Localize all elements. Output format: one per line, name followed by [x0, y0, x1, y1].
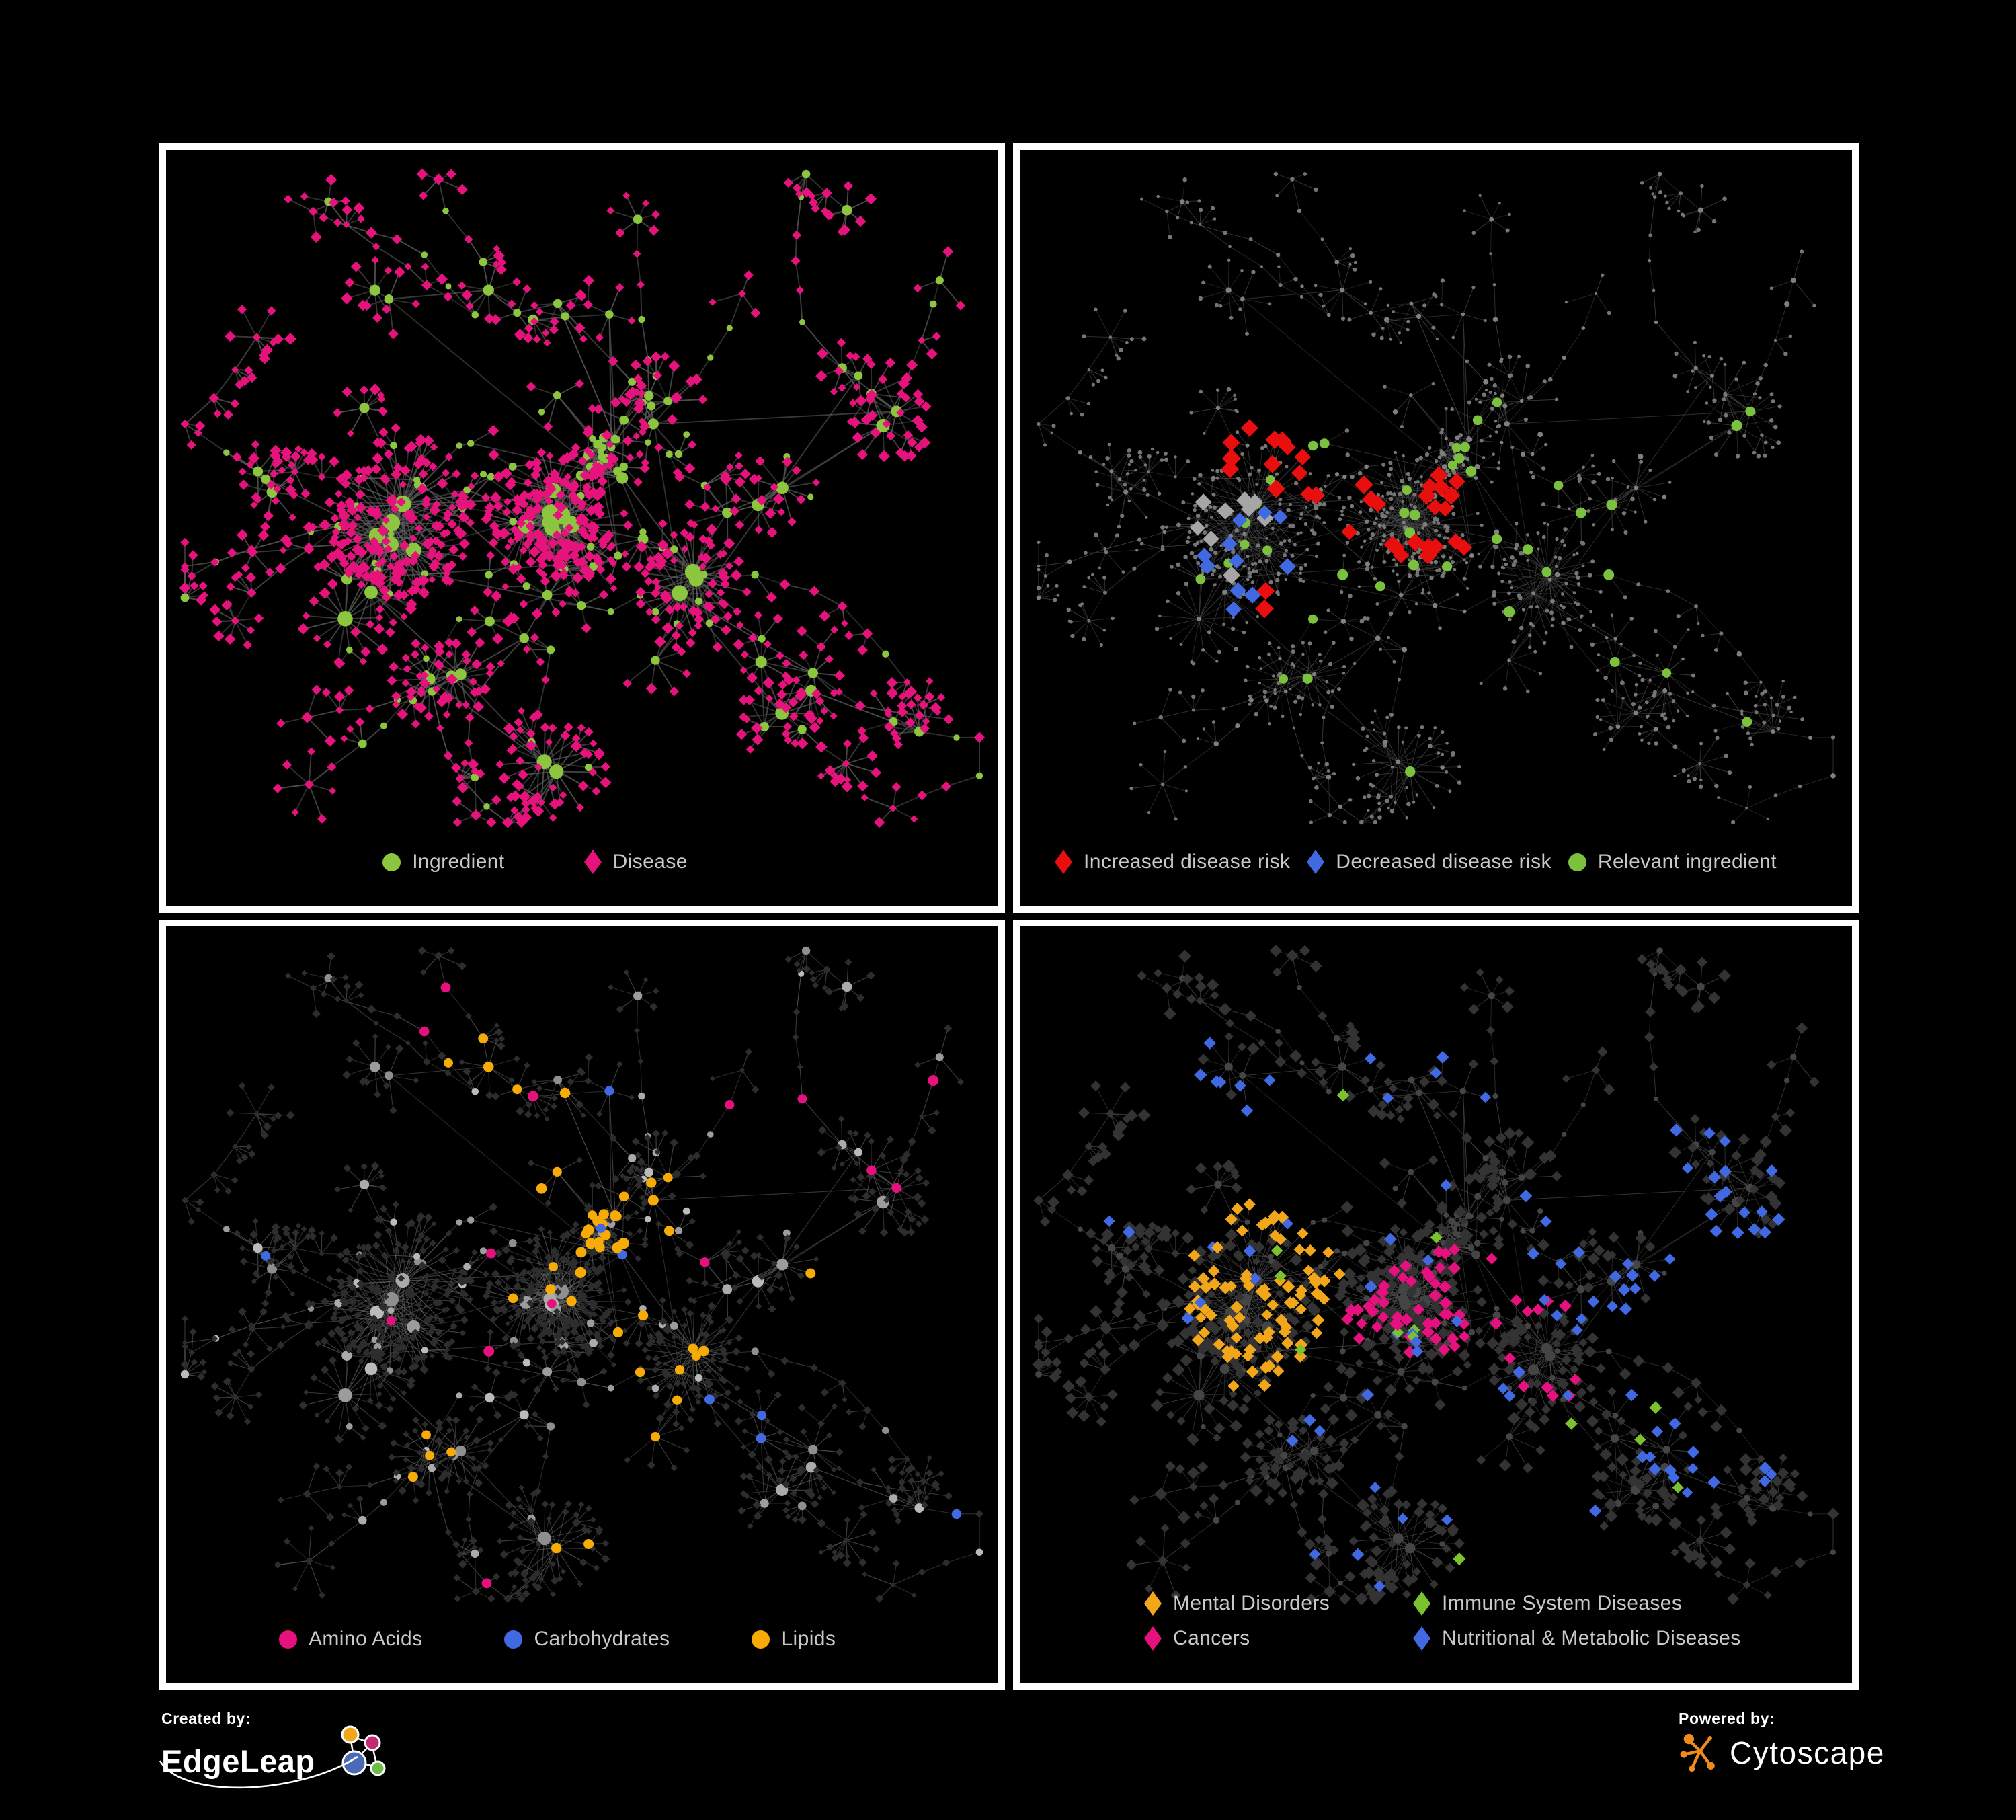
- edgeleap-node-green: [370, 1760, 386, 1776]
- legend-item: Increased disease risk: [1055, 850, 1290, 874]
- legend-label: Relevant ingredient: [1597, 850, 1777, 873]
- legend-label: Decreased disease risk: [1336, 850, 1551, 873]
- legend-item: Carbohydrates: [504, 1628, 670, 1651]
- legend-item: Immune System Diseases: [1413, 1591, 1741, 1616]
- legend-label: Carbohydrates: [534, 1628, 670, 1650]
- legend-swatch-diamond-icon: [583, 850, 602, 874]
- legend-swatch-circle-icon: [382, 853, 401, 871]
- legend-swatch-circle-icon: [1568, 853, 1586, 871]
- legend-swatch-diamond-icon: [1307, 850, 1325, 874]
- legend-disease-risk: Increased disease risk Decreased disease …: [1020, 850, 1852, 874]
- edgeleap-node-orange: [341, 1725, 360, 1744]
- legend-swatch-diamond-icon: [1144, 1591, 1162, 1616]
- created-by-block: Created by: EdgeLeap: [159, 1710, 396, 1791]
- cytoscape-logo-icon: [1680, 1733, 1715, 1772]
- legend-item: Mental Disorders: [1144, 1591, 1413, 1616]
- network-graph-disease-class: [1032, 944, 1839, 1606]
- legend-item: Decreased disease risk: [1307, 850, 1551, 874]
- legend-label: Immune System Diseases: [1442, 1592, 1683, 1614]
- legend-swatch-diamond-icon: [1413, 1591, 1430, 1616]
- legend-swatch-circle-icon: [504, 1630, 523, 1649]
- network-graph-ingredient-disease: [179, 168, 985, 828]
- legend-label: Nutritional & Metabolic Diseases: [1442, 1627, 1741, 1649]
- legend-item: Nutritional & Metabolic Diseases: [1413, 1626, 1741, 1651]
- legend-item: Amino Acids: [279, 1628, 422, 1651]
- legend-item: Lipids: [752, 1628, 836, 1651]
- legend-swatch-diamond-icon: [1055, 850, 1072, 874]
- legend-item: Ingredient: [382, 850, 504, 873]
- legend-swatch-circle-icon: [752, 1630, 770, 1649]
- created-by-label: Created by:: [161, 1710, 251, 1727]
- legend-label: Cancers: [1173, 1627, 1250, 1649]
- legend-swatch-circle-icon: [279, 1630, 297, 1649]
- legend-item: Cancers: [1144, 1626, 1413, 1651]
- legend-ingredient-disease: Ingredient Disease: [119, 850, 951, 874]
- edgeleap-node-blue: [341, 1750, 367, 1776]
- edgeleap-node-pink: [364, 1734, 381, 1751]
- legend-item: Relevant ingredient: [1568, 850, 1777, 873]
- legend-label: Ingredient: [412, 850, 505, 873]
- legend-label: Amino Acids: [309, 1628, 423, 1650]
- legend-item: Disease: [583, 850, 688, 874]
- powered-by-block: Powered by: Cytoscape: [1679, 1710, 1885, 1775]
- legend-label: Mental Disorders: [1173, 1592, 1330, 1614]
- panel-ingredient-disease: Ingredient Disease: [159, 143, 1005, 913]
- legend-compound-class: Amino Acids Carbohydrates Lipids: [166, 1628, 998, 1651]
- legend-label: Lipids: [781, 1628, 836, 1650]
- legend-label: Increased disease risk: [1084, 850, 1291, 873]
- cytoscape-brand-text: Cytoscape: [1730, 1735, 1885, 1770]
- edgeleap-logo-icon: [341, 1725, 386, 1776]
- legend-disease-class: Mental Disorders Immune System Diseases Ca…: [1144, 1586, 1741, 1656]
- legend-swatch-diamond-icon: [1413, 1626, 1430, 1651]
- powered-by-label: Powered by:: [1679, 1710, 1775, 1727]
- panel-compound-class: Amino Acids Carbohydrates Lipids: [159, 920, 1005, 1690]
- network-graph-disease-risk: [1036, 171, 1836, 825]
- network-graph-compound-class: [180, 946, 983, 1604]
- legend-label: Disease: [612, 850, 688, 873]
- panel-disease-risk: Increased disease risk Decreased disease …: [1013, 143, 1859, 913]
- panel-disease-class: Mental Disorders Immune System Diseases Ca…: [1013, 920, 1859, 1690]
- legend-swatch-diamond-icon: [1144, 1626, 1162, 1651]
- edgeeap-brand-text: EdgeLeap: [161, 1743, 315, 1779]
